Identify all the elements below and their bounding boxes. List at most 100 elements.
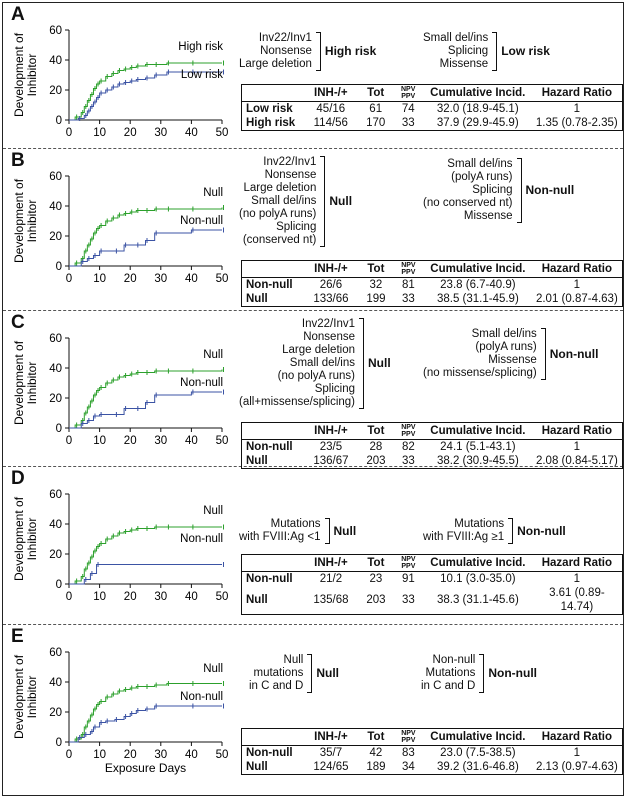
group-right: Small del/ins (polyA runs) Splicing (no con… [423,158,574,223]
group-line: (no polyA runs) [239,208,317,220]
table-header: INH-/+ [302,728,360,746]
table-cell: 38.3 (31.1-45.6) [436,594,519,606]
panel-label: C [11,312,25,333]
group-name: Null [329,194,353,208]
table-cell: 83 [402,747,415,759]
group-line: Small del/ins [289,357,355,369]
table-row: Null 135/68 203 33 38.3 (31.1-45.6) 3.61 (0.8… [242,586,623,615]
group-left: Inv22/Inv1 Nonsense Large deletion High ris… [239,32,376,71]
table-row: Low risk 45/16 61 74 32.0 (18.9-45.1) 1 [242,102,623,117]
table-header: INH-/+ [302,84,359,102]
table-cell: 114/56 [313,117,348,129]
group-line: Small del/ins [423,32,489,44]
table-header: Cumulative Incid. [423,84,532,102]
table-cell: 81 [402,279,415,291]
table-cell: 2.01 (0.87-4.63) [535,293,618,305]
x-tick-label: 30 [154,749,167,761]
group-name: Null [368,356,391,370]
table-cell: Non-null [246,279,293,291]
x-tick-label: 30 [154,273,167,285]
group-bracket [540,328,546,380]
table-cell: 23.8 (6.7-40.9) [440,279,516,291]
group-name: Null [333,523,357,538]
table-header [241,84,303,102]
group-line: Missense [439,58,489,70]
table-header: Cumulative Incid. [424,422,532,440]
group-line: (conserved nt) [242,234,317,246]
table-cell: 32.0 (18.9-45.1) [436,103,519,115]
table-cell: Low risk [246,103,293,115]
table-cell: 1 [573,747,581,759]
table-cell: 26/6 [319,279,343,291]
group-name: Null [316,666,340,680]
table-cell: 136/67 [313,455,349,467]
group-line: (no conserved nt) [423,197,513,209]
table-header [241,728,303,746]
table-header: NPV PPV [392,554,424,572]
x-tick-label: 40 [185,591,198,603]
group-name: Non-null [488,666,537,680]
group-line: (polyA runs) [451,171,513,183]
group-bracket [320,156,326,247]
table-row: Null 133/66 199 33 38.5 (31.1-45.9) 2.01 (0.8… [242,292,623,307]
group-line: Nonsense [303,331,355,343]
group-right: Small del/ins (polyA runs) Missense (no mis… [423,328,598,380]
group-line: Small del/ins [471,328,537,340]
group-name: Non-null [517,523,566,538]
series-line-non-null [69,391,222,429]
table-cell: 91 [402,573,415,585]
group-bracket [324,518,330,544]
group-line: Mutations [270,518,321,530]
stats-table: INH-/+ Tot NPV PPV Cumulative Incid. Hazard R… [241,728,623,775]
table-cell: 34 [402,761,415,773]
y-tick-label: 40 [49,55,62,67]
table-cell: 37.9 (29.9-45.9) [436,117,519,129]
group-line: Small del/ins [251,195,317,207]
y-axis-label: Development ofInhibitor [12,654,39,739]
x-tick-label: 20 [124,749,137,761]
x-tick-label: 50 [216,435,229,447]
series-label: Null [203,349,223,361]
series-label: Null [203,505,223,517]
series-line-non-null [69,705,222,743]
x-tick-label: 10 [93,591,106,603]
stats-table: INH-/+ Tot NPV PPV Cumulative Incid. Hazard R… [241,422,623,469]
table-cell: 189 [366,761,386,773]
group-line: Missense [488,354,537,366]
group-line: Large deletion [239,58,312,70]
km-plot: Development ofInhibitor 0 20 40 60 0 10 20 30 40 5… [12,333,229,447]
group-left: Null mutations in C and D Null [249,654,339,693]
x-tick-label: 0 [66,749,72,761]
panel-label: B [11,150,25,171]
x-tick-label: 20 [124,273,137,285]
group-line: Mutations [425,667,476,679]
x-tick-label: 50 [216,273,229,285]
table-cell: 203 [366,455,386,467]
x-tick-label: 50 [216,749,229,761]
table-cell: 2.08 (0.84-5.17) [535,455,618,467]
group-line: Nonsense [260,45,312,57]
table-cell: Non-null [246,573,293,585]
table-cell: 38.5 (31.1-45.9) [436,293,519,305]
x-tick-label: 30 [154,435,167,447]
table-header [241,422,303,440]
y-tick-label: 20 [49,85,62,97]
table-cell: 23.0 (7.5-38.5) [440,747,516,759]
x-tick-label: 40 [185,127,198,139]
y-tick-label: 40 [49,519,62,531]
group-bracket [479,654,485,693]
panel-e: E Development ofInhibitor 0 20 40 60 0 10 20 30 40… [3,624,623,796]
x-tick-label: 40 [185,749,198,761]
group-line: with FVIII:Ag ≥1 [423,531,505,543]
table-header: Hazard Ratio [531,260,623,278]
y-tick-label: 60 [49,333,62,345]
table-row: Null 136/67 203 33 38.2 (30.9-45.5) 2.08 (0.8… [242,454,623,469]
series-label: Non-null [180,691,223,703]
table-header [241,260,303,278]
group-line: Large deletion [282,344,355,356]
km-plot: Development ofInhibitor 0 20 40 60 0 10 20 30 40 5… [12,171,229,285]
x-tick-label: 40 [185,435,198,447]
series-label: High risk [178,41,223,53]
group-line: Non-null [432,654,476,666]
group-line: Inv22/Inv1 [301,318,355,330]
